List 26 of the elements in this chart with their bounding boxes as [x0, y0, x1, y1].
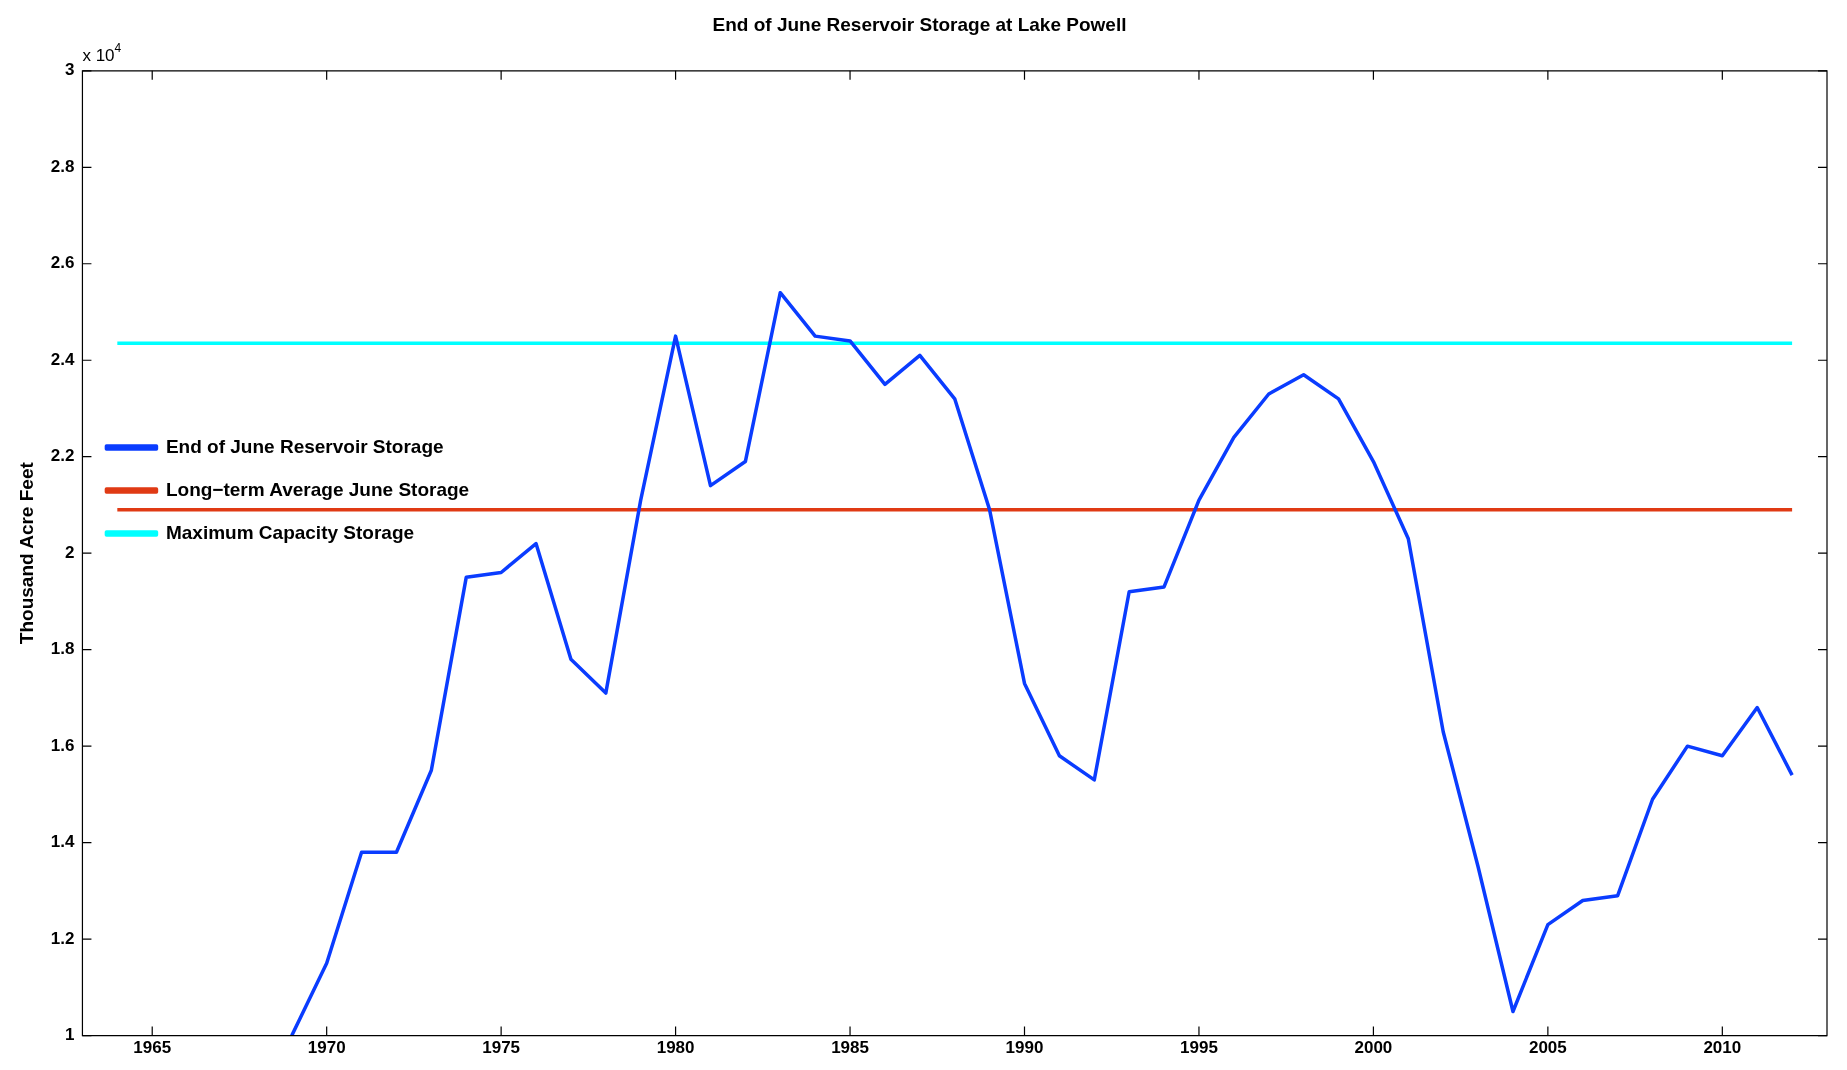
y-tick-label: 1.4	[50, 832, 75, 852]
x-tick-label: 2000	[1354, 1038, 1393, 1058]
y-tick-label: 1	[64, 1025, 75, 1045]
y-tick-label: 2.6	[50, 253, 75, 273]
x-tick-label: 1970	[307, 1038, 346, 1058]
legend-label: End of June Reservoir Storage	[165, 435, 444, 457]
y-tick-label: 2.2	[50, 446, 75, 466]
y-tick-label: 2.4	[50, 349, 75, 369]
x-tick-label: 2005	[1528, 1038, 1567, 1058]
y-tick-label: 2	[64, 542, 75, 562]
y-tick-label: 1.8	[50, 639, 75, 659]
x-tick-label: 1995	[1180, 1038, 1218, 1058]
y-tick-label: 1.6	[50, 735, 75, 755]
x-tick-label: 2010	[1703, 1038, 1742, 1058]
y-tick-label: 2.8	[50, 156, 75, 176]
x-tick-label: 1975	[482, 1038, 521, 1058]
legend-label: Long−term Average June Storage	[165, 478, 470, 500]
x-tick-label: 1990	[1005, 1038, 1044, 1058]
y-tick-label: 3	[64, 60, 75, 80]
y-tick-label: 1.2	[50, 928, 75, 948]
legend-label: Maximum Capacity Storage	[165, 521, 415, 543]
x-tick-label: 1985	[831, 1038, 869, 1058]
y-axis-title: Thousand Acre Feet	[15, 461, 37, 645]
x-tick-label: 1965	[133, 1038, 172, 1058]
x-tick-label: 1980	[656, 1038, 695, 1058]
chart-title: End of June Reservoir Storage at Lake Powell	[712, 13, 1127, 35]
